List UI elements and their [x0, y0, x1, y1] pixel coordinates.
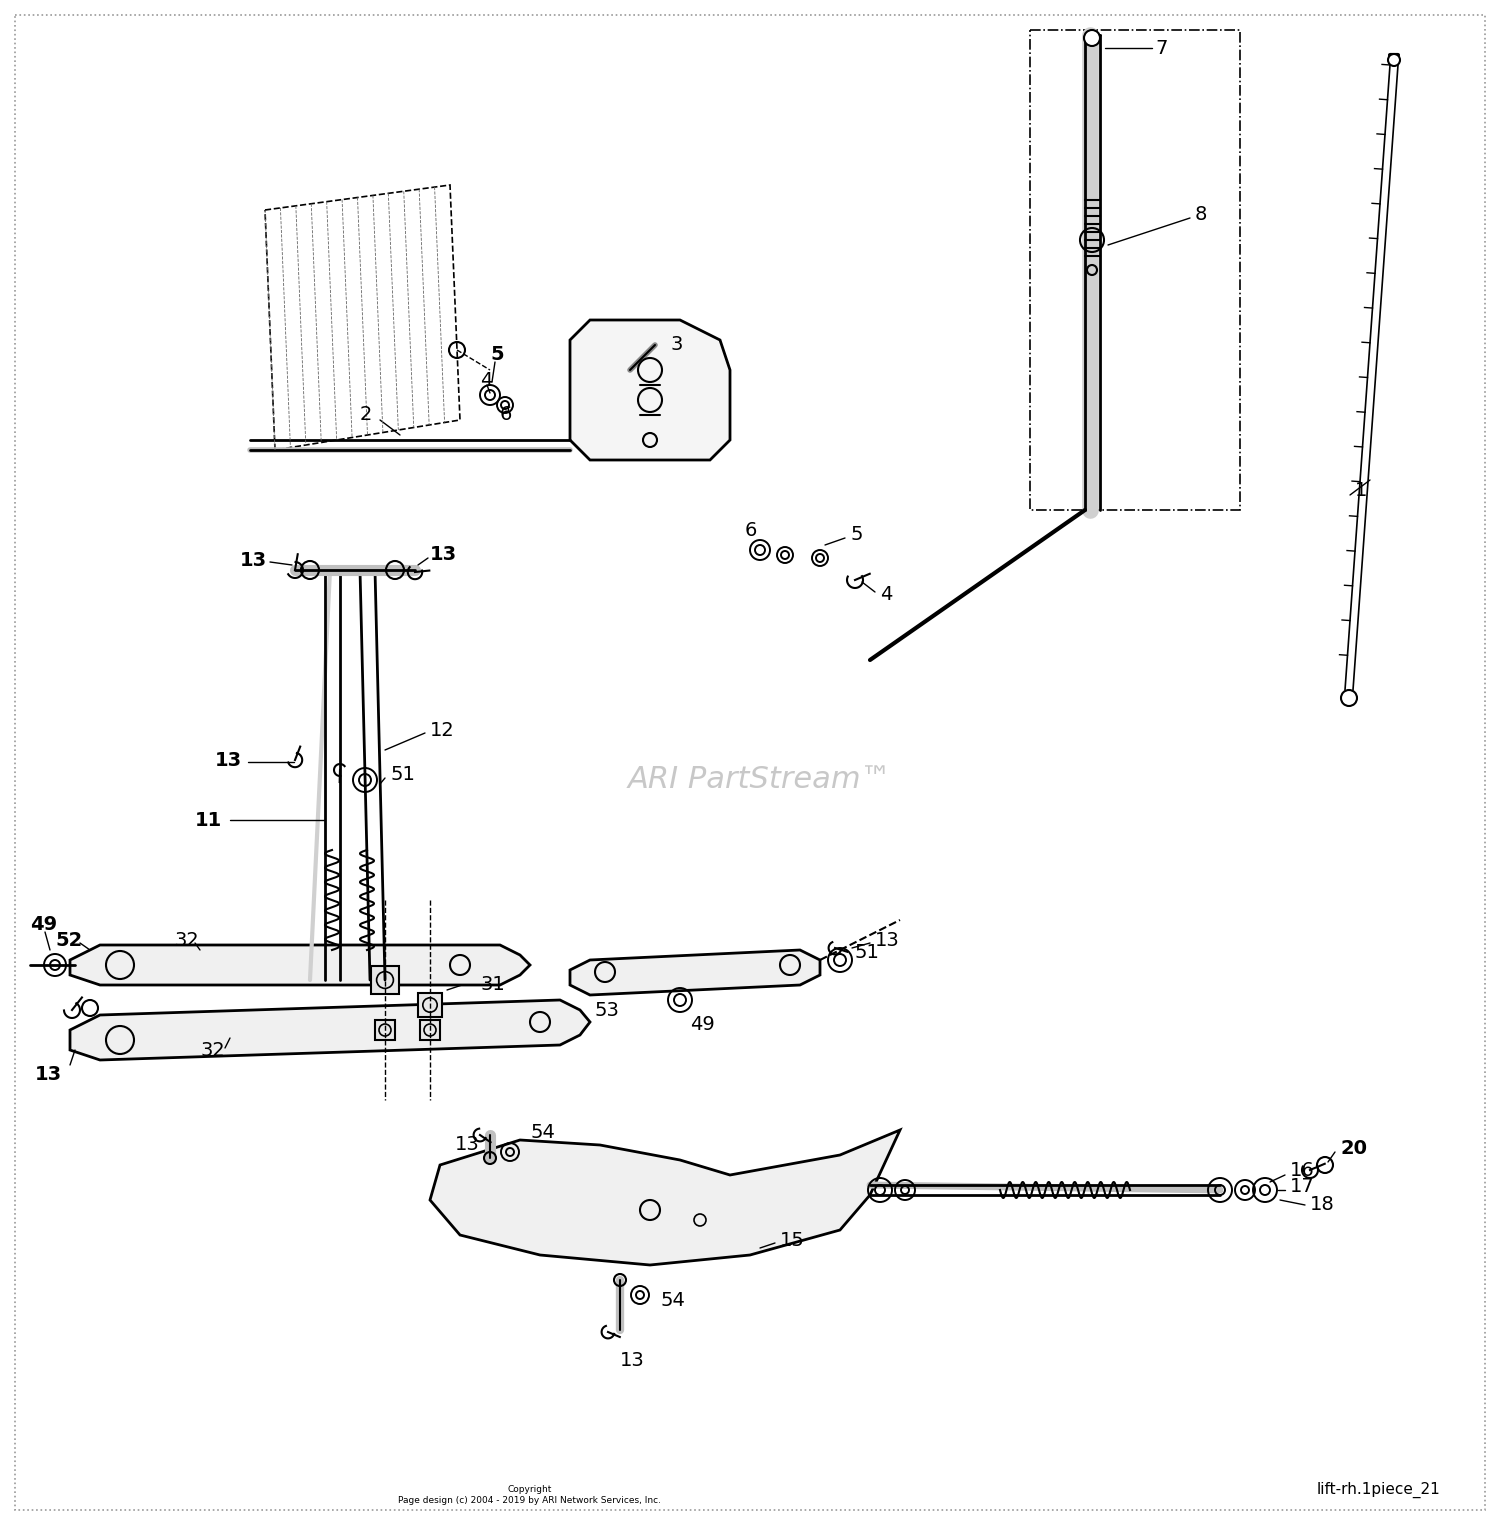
Text: Copyright
Page design (c) 2004 - 2019 by ARI Network Services, Inc.: Copyright Page design (c) 2004 - 2019 by… — [399, 1485, 662, 1505]
Polygon shape — [430, 1130, 900, 1266]
Text: 32: 32 — [176, 930, 200, 950]
Text: 20: 20 — [1340, 1139, 1366, 1157]
Text: 2: 2 — [360, 406, 372, 424]
Text: 1: 1 — [1354, 480, 1368, 500]
Text: 5: 5 — [490, 346, 504, 364]
Bar — [375, 1020, 394, 1040]
Text: 18: 18 — [1310, 1196, 1335, 1214]
Text: 8: 8 — [1196, 206, 1208, 224]
Bar — [370, 965, 399, 994]
Text: 15: 15 — [780, 1231, 806, 1249]
Text: 51: 51 — [855, 944, 880, 962]
Text: 7: 7 — [1155, 38, 1167, 58]
Text: 32: 32 — [200, 1040, 225, 1060]
Text: 13: 13 — [454, 1136, 480, 1154]
Circle shape — [1084, 30, 1100, 46]
Circle shape — [1388, 53, 1400, 66]
Text: 13: 13 — [874, 930, 900, 950]
Text: 13: 13 — [240, 551, 267, 569]
Polygon shape — [570, 320, 730, 461]
Text: 53: 53 — [596, 1000, 619, 1020]
Text: 13: 13 — [34, 1066, 62, 1084]
Text: 13: 13 — [430, 546, 457, 564]
Text: 4: 4 — [880, 586, 892, 604]
Text: 6: 6 — [746, 520, 758, 540]
Bar — [419, 993, 442, 1017]
Text: 11: 11 — [195, 810, 222, 830]
Polygon shape — [570, 950, 820, 994]
Text: 52: 52 — [56, 930, 82, 950]
Text: 31: 31 — [480, 976, 504, 994]
Bar — [420, 1020, 440, 1040]
Text: 49: 49 — [690, 1016, 714, 1034]
Polygon shape — [70, 946, 530, 985]
Text: 13: 13 — [620, 1351, 645, 1369]
Polygon shape — [70, 1000, 590, 1060]
Text: 13: 13 — [214, 750, 242, 770]
Text: 5: 5 — [850, 526, 862, 544]
Text: lift-rh.1piece_21: lift-rh.1piece_21 — [1317, 1482, 1440, 1498]
Text: 54: 54 — [660, 1290, 686, 1310]
Text: ARI PartStream™: ARI PartStream™ — [628, 766, 892, 795]
Text: 3: 3 — [670, 336, 682, 354]
Bar — [1030, 30, 1240, 509]
Text: 49: 49 — [30, 915, 57, 935]
Text: 17: 17 — [1290, 1177, 1314, 1197]
Text: 12: 12 — [430, 720, 454, 740]
Text: 51: 51 — [390, 766, 416, 784]
Text: 4: 4 — [480, 371, 492, 389]
Text: 54: 54 — [530, 1124, 555, 1142]
Text: 6: 6 — [500, 406, 513, 424]
Text: 16: 16 — [1290, 1161, 1314, 1179]
